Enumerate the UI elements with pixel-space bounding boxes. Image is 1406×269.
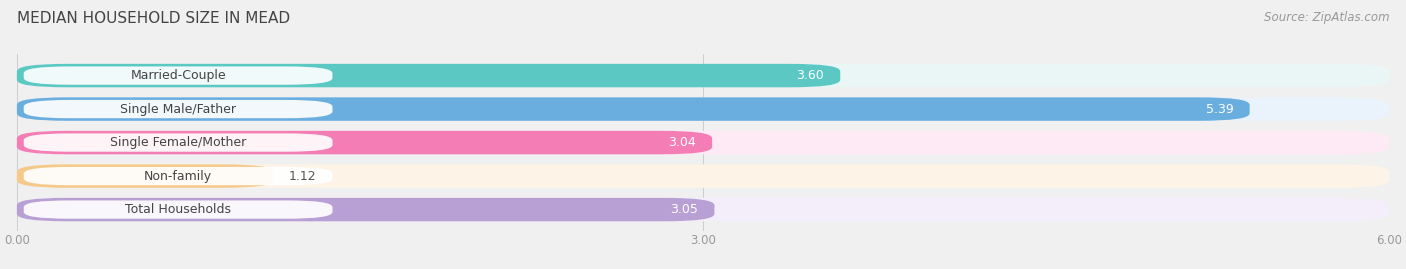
FancyBboxPatch shape (17, 164, 273, 188)
FancyBboxPatch shape (17, 131, 713, 154)
FancyBboxPatch shape (17, 64, 1389, 87)
FancyBboxPatch shape (17, 131, 1389, 154)
FancyBboxPatch shape (24, 167, 332, 185)
Text: 3.60: 3.60 (796, 69, 824, 82)
FancyBboxPatch shape (24, 100, 332, 118)
Text: 3.04: 3.04 (668, 136, 696, 149)
FancyBboxPatch shape (17, 198, 1389, 221)
FancyBboxPatch shape (24, 200, 332, 219)
FancyBboxPatch shape (17, 97, 1250, 121)
Text: 1.12: 1.12 (290, 169, 316, 183)
Text: Single Male/Father: Single Male/Father (120, 102, 236, 116)
Text: Total Households: Total Households (125, 203, 231, 216)
Text: 5.39: 5.39 (1206, 102, 1233, 116)
Text: Non-family: Non-family (143, 169, 212, 183)
FancyBboxPatch shape (24, 66, 332, 85)
FancyBboxPatch shape (17, 64, 841, 87)
FancyBboxPatch shape (24, 133, 332, 152)
Text: 3.05: 3.05 (671, 203, 699, 216)
FancyBboxPatch shape (17, 164, 1389, 188)
Text: Single Female/Mother: Single Female/Mother (110, 136, 246, 149)
FancyBboxPatch shape (17, 97, 1389, 121)
Text: MEDIAN HOUSEHOLD SIZE IN MEAD: MEDIAN HOUSEHOLD SIZE IN MEAD (17, 11, 290, 26)
FancyBboxPatch shape (17, 198, 714, 221)
Text: Married-Couple: Married-Couple (131, 69, 226, 82)
Text: Source: ZipAtlas.com: Source: ZipAtlas.com (1264, 11, 1389, 24)
